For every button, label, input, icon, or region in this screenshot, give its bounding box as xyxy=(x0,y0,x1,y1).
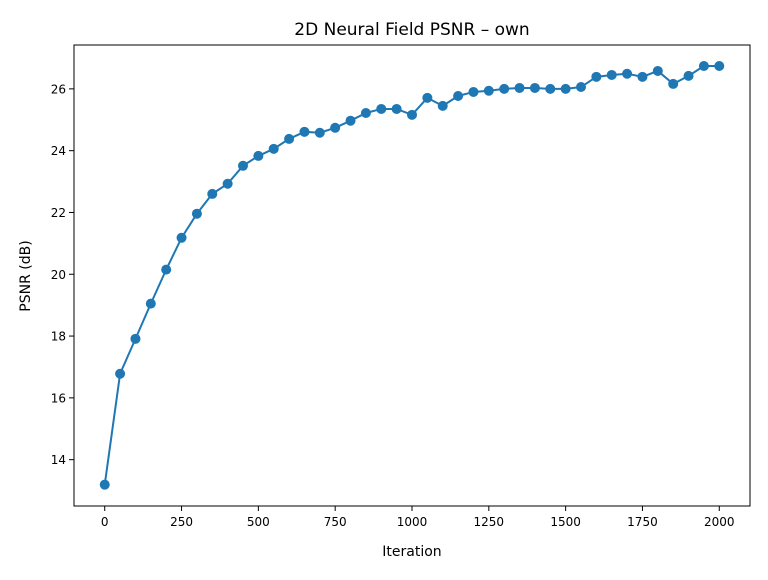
data-point xyxy=(407,109,417,120)
data-point xyxy=(683,70,694,81)
data-point xyxy=(545,83,556,94)
data-point xyxy=(314,127,325,138)
data-point xyxy=(560,83,571,94)
x-tick-label: 1000 xyxy=(397,515,428,529)
data-point xyxy=(391,103,402,114)
data-point xyxy=(253,150,264,161)
data-point xyxy=(468,86,479,97)
data-point xyxy=(591,71,602,82)
data-point xyxy=(299,126,310,137)
data-point xyxy=(714,61,725,72)
y-tick-label: 20 xyxy=(51,268,66,282)
data-point xyxy=(622,68,633,79)
data-point xyxy=(345,115,356,126)
data-point xyxy=(453,90,464,101)
data-point xyxy=(576,82,586,93)
data-point xyxy=(145,298,156,309)
data-point xyxy=(360,107,371,118)
data-point xyxy=(668,78,679,89)
data-point xyxy=(130,333,141,344)
data-point xyxy=(161,264,172,275)
x-tick-label: 1500 xyxy=(550,515,581,529)
data-point xyxy=(437,100,448,111)
x-tick-label: 750 xyxy=(324,515,347,529)
data-point xyxy=(99,479,110,490)
x-tick-label: 500 xyxy=(247,515,270,529)
y-axis-label: PSNR (dB) xyxy=(18,240,34,311)
y-tick-label: 18 xyxy=(51,330,66,344)
data-point xyxy=(606,69,617,80)
y-tick-label: 24 xyxy=(51,144,66,158)
data-point xyxy=(222,178,233,189)
data-point xyxy=(499,83,510,94)
x-tick-label: 1750 xyxy=(627,515,658,529)
x-tick-label: 250 xyxy=(170,515,193,529)
data-point xyxy=(207,188,218,199)
plot-area-frame xyxy=(73,44,751,507)
data-point xyxy=(483,85,494,96)
x-axis-label: Iteration xyxy=(382,544,441,560)
data-point xyxy=(698,61,709,72)
data-point xyxy=(376,103,387,114)
data-point xyxy=(115,368,126,379)
data-point xyxy=(637,71,648,82)
y-tick-label: 14 xyxy=(51,453,66,467)
data-point xyxy=(191,208,202,219)
y-tick-label: 22 xyxy=(51,206,66,220)
x-tick-label: 2000 xyxy=(704,515,735,529)
data-point xyxy=(268,143,279,154)
data-point xyxy=(176,232,187,243)
data-point xyxy=(514,82,525,93)
y-tick-label: 26 xyxy=(51,82,66,96)
chart-title: 2D Neural Field PSNR – own xyxy=(294,20,529,40)
data-point xyxy=(529,82,540,93)
data-point xyxy=(238,160,248,171)
x-tick-label: 1250 xyxy=(474,515,505,529)
psnr-line xyxy=(103,65,720,485)
y-tick-label: 16 xyxy=(51,391,66,405)
data-point xyxy=(284,133,295,144)
data-point xyxy=(330,122,341,133)
data-point xyxy=(652,65,663,76)
x-tick-label: 0 xyxy=(101,515,109,529)
data-point xyxy=(422,92,433,103)
